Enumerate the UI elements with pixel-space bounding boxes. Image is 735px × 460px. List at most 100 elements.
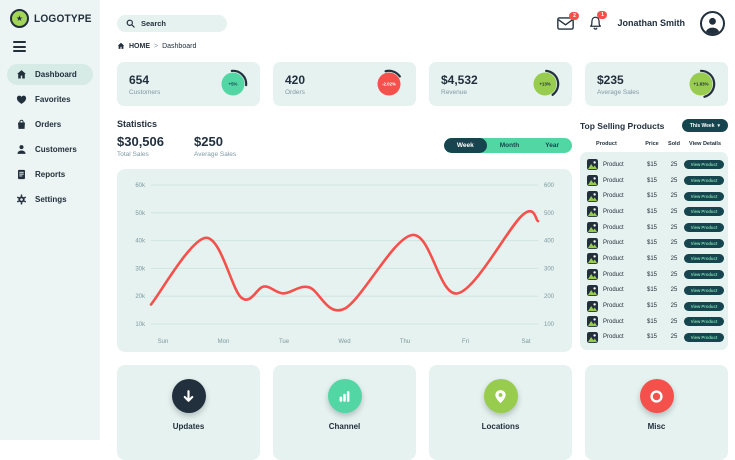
- quick-card-channel[interactable]: Channel: [273, 365, 416, 460]
- range-tab-week[interactable]: Week: [443, 138, 487, 153]
- product-name: Product: [603, 303, 624, 310]
- top-selling-products-panel: Top Selling Products This Week ▾ Product …: [580, 119, 728, 351]
- product-price: $15: [646, 193, 657, 200]
- stat-gauge: +13%: [530, 69, 560, 99]
- product-price: $15: [646, 334, 657, 341]
- svg-text:Sat: Sat: [521, 339, 530, 345]
- sidebar: ★ LOGOTYPE Dashboard Favorites Orders Custo…: [0, 0, 100, 440]
- quick-card-updates[interactable]: Updates: [117, 365, 260, 460]
- svg-text:500: 500: [544, 211, 555, 217]
- svg-text:+13%: +13%: [539, 82, 550, 87]
- view-product-button[interactable]: View Product: [684, 285, 724, 295]
- sidebar-item-dashboard[interactable]: Dashboard: [7, 64, 93, 85]
- stat-label: Orders: [285, 88, 305, 96]
- product-price: $15: [646, 271, 657, 278]
- products-title: Top Selling Products: [580, 120, 665, 131]
- breadcrumb: HOME > Dashboard: [117, 42, 196, 50]
- products-filter-dropdown[interactable]: This Week ▾: [681, 119, 728, 132]
- product-name: Product: [603, 161, 624, 168]
- notifications-button[interactable]: 1: [589, 10, 608, 31]
- product-price: $15: [646, 177, 657, 184]
- breadcrumb-home-link[interactable]: HOME: [129, 42, 150, 50]
- view-product-button[interactable]: View Product: [684, 254, 724, 264]
- svg-text:Sun: Sun: [158, 339, 169, 345]
- view-product-button[interactable]: View Product: [684, 160, 724, 170]
- statistics-totals: $30,506 Total Sales $250 Average Sales W…: [117, 134, 572, 158]
- product-price: $15: [646, 161, 657, 168]
- product-sold: 25: [670, 255, 678, 262]
- product-sold: 25: [670, 334, 678, 341]
- svg-text:60k: 60k: [135, 183, 146, 189]
- quick-card-locations[interactable]: Locations: [429, 365, 572, 460]
- svg-text:30k: 30k: [135, 266, 146, 272]
- products-table: Product $15 25 View Product Product $15 …: [580, 152, 728, 351]
- stat-gauge: +5%: [218, 69, 248, 99]
- brand-name: LOGOTYPE: [34, 12, 92, 25]
- average-sales-label: Average Sales: [194, 151, 237, 158]
- stat-value: $235: [597, 72, 624, 87]
- column-price: Price: [645, 141, 659, 147]
- sidebar-item-reports[interactable]: Reports: [7, 164, 93, 185]
- svg-text:Wed: Wed: [338, 339, 350, 345]
- product-price: $15: [646, 240, 657, 247]
- stat-value: 654: [129, 72, 150, 87]
- sidebar-item-favorites[interactable]: Favorites: [7, 89, 93, 110]
- bottom-cards-row: Updates Channel Locations Misc: [117, 365, 728, 460]
- total-sales-value: $30,506: [117, 134, 164, 149]
- product-price: $15: [646, 318, 657, 325]
- stat-gauge: +1.83%: [686, 69, 716, 99]
- search-input[interactable]: [139, 17, 213, 29]
- view-product-button[interactable]: View Product: [684, 317, 724, 327]
- stat-card-revenue: $4,532 Revenue +13%: [429, 62, 572, 106]
- product-name: Product: [603, 334, 624, 341]
- svg-text:20k: 20k: [135, 294, 146, 300]
- sidebar-item-customers[interactable]: Customers: [7, 139, 93, 160]
- view-product-button[interactable]: View Product: [684, 191, 724, 201]
- sidebar-item-label: Customers: [35, 145, 77, 154]
- sidebar-item-label: Favorites: [35, 95, 71, 104]
- sidebar-menu: Dashboard Favorites Orders Customers Reports…: [0, 64, 100, 210]
- search-bar[interactable]: [117, 14, 227, 32]
- column-product: Product: [596, 141, 617, 147]
- mail-button[interactable]: 2: [557, 11, 580, 30]
- quick-card-misc[interactable]: Misc: [585, 365, 728, 460]
- user-name[interactable]: Jonathan Smith: [617, 18, 685, 28]
- mail-icon: [557, 16, 575, 30]
- product-sold: 25: [670, 224, 678, 231]
- range-tab-year[interactable]: Year: [545, 142, 559, 149]
- sidebar-item-label: Orders: [35, 120, 62, 129]
- view-product-button[interactable]: View Product: [684, 238, 724, 248]
- product-name: Product: [603, 208, 624, 215]
- product-thumbnail-icon: [587, 284, 598, 296]
- heart-icon: [16, 94, 27, 105]
- product-thumbnail-icon: [587, 300, 598, 312]
- column-view-details: View Details: [689, 141, 721, 147]
- stat-card-customers: 654 Customers +5%: [117, 62, 260, 106]
- product-price: $15: [646, 224, 657, 231]
- view-product-button[interactable]: View Product: [684, 270, 724, 280]
- stat-card-average-sales: $235 Average Sales +1.83%: [585, 62, 728, 106]
- home-icon: [16, 69, 27, 80]
- product-thumbnail-icon: [587, 253, 598, 265]
- view-product-button[interactable]: View Product: [684, 176, 724, 186]
- user-icon: [16, 144, 27, 155]
- download-arrow-icon: [171, 379, 206, 413]
- product-sold: 25: [670, 271, 678, 278]
- breadcrumb-separator: >: [154, 42, 159, 50]
- product-price: $15: [646, 208, 657, 215]
- sidebar-item-label: Dashboard: [35, 70, 77, 79]
- sidebar-item-settings[interactable]: Settings: [7, 189, 93, 210]
- range-tab-month[interactable]: Month: [499, 142, 520, 149]
- sidebar-item-orders[interactable]: Orders: [7, 114, 93, 135]
- hamburger-menu-icon[interactable]: [13, 41, 26, 52]
- logo: ★ LOGOTYPE: [0, 0, 100, 28]
- view-product-button[interactable]: View Product: [684, 207, 724, 217]
- product-row: Product $15 25 View Product: [584, 235, 724, 251]
- view-product-button[interactable]: View Product: [684, 332, 724, 342]
- avatar[interactable]: [700, 10, 725, 36]
- view-product-button[interactable]: View Product: [684, 223, 724, 233]
- product-row: Product $15 25 View Product: [584, 188, 724, 204]
- stat-label: Average Sales: [597, 88, 640, 96]
- breadcrumb-current: Dashboard: [162, 42, 197, 50]
- view-product-button[interactable]: View Product: [684, 301, 724, 311]
